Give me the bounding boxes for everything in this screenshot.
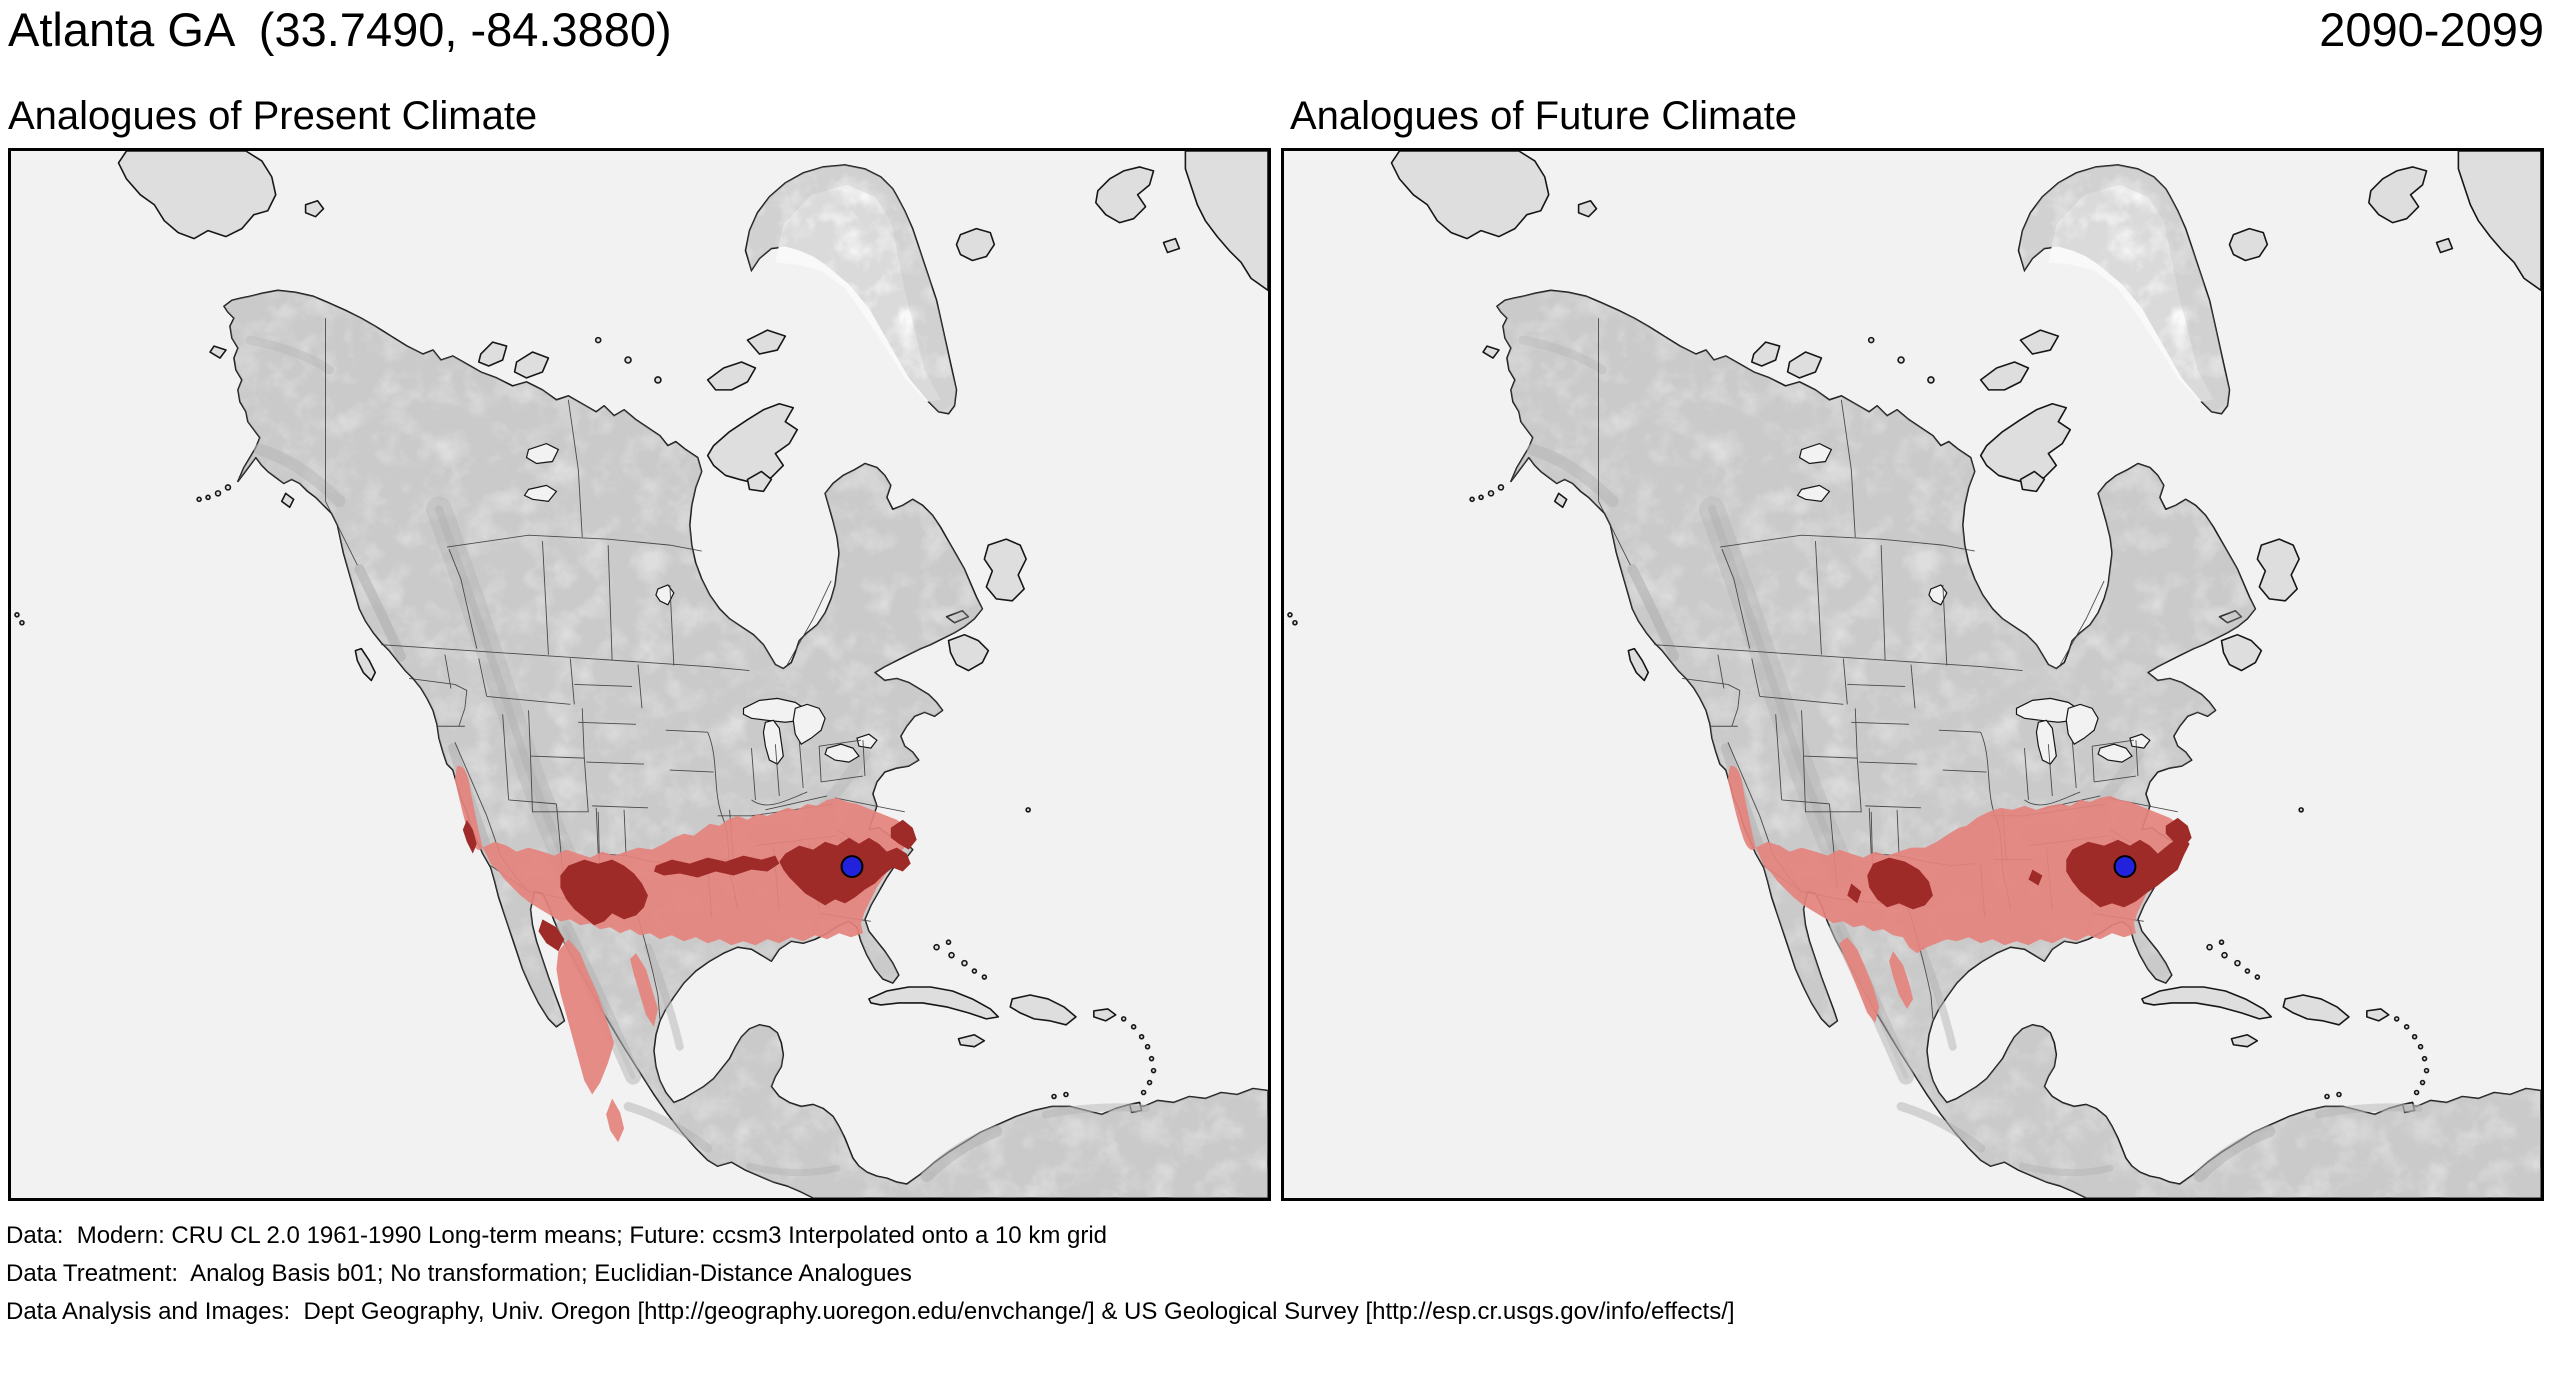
future-panel-title: Analogues of Future Climate xyxy=(1290,94,1797,138)
present-climate-map xyxy=(11,151,1268,1198)
footer-data-treatment: Data Treatment: Analog Basis b01; No tra… xyxy=(6,1260,912,1287)
analog-region-light-future xyxy=(1727,765,2184,1023)
footer-data-source: Data: Modern: CRU CL 2.0 1961-1990 Long-… xyxy=(6,1222,1107,1249)
present-panel-title: Analogues of Present Climate xyxy=(8,94,538,138)
time-period-label: 2090-2099 xyxy=(2319,3,2544,56)
future-climate-map-panel xyxy=(1281,148,2544,1201)
page-title: Atlanta GA (33.7490, -84.3880) xyxy=(8,3,672,56)
atlanta-marker xyxy=(840,855,864,879)
footer-credits: Data Analysis and Images: Dept Geography… xyxy=(6,1298,1735,1325)
future-climate-map xyxy=(1284,151,2541,1198)
atlanta-marker xyxy=(2113,855,2137,879)
present-climate-map-panel xyxy=(8,148,1271,1201)
